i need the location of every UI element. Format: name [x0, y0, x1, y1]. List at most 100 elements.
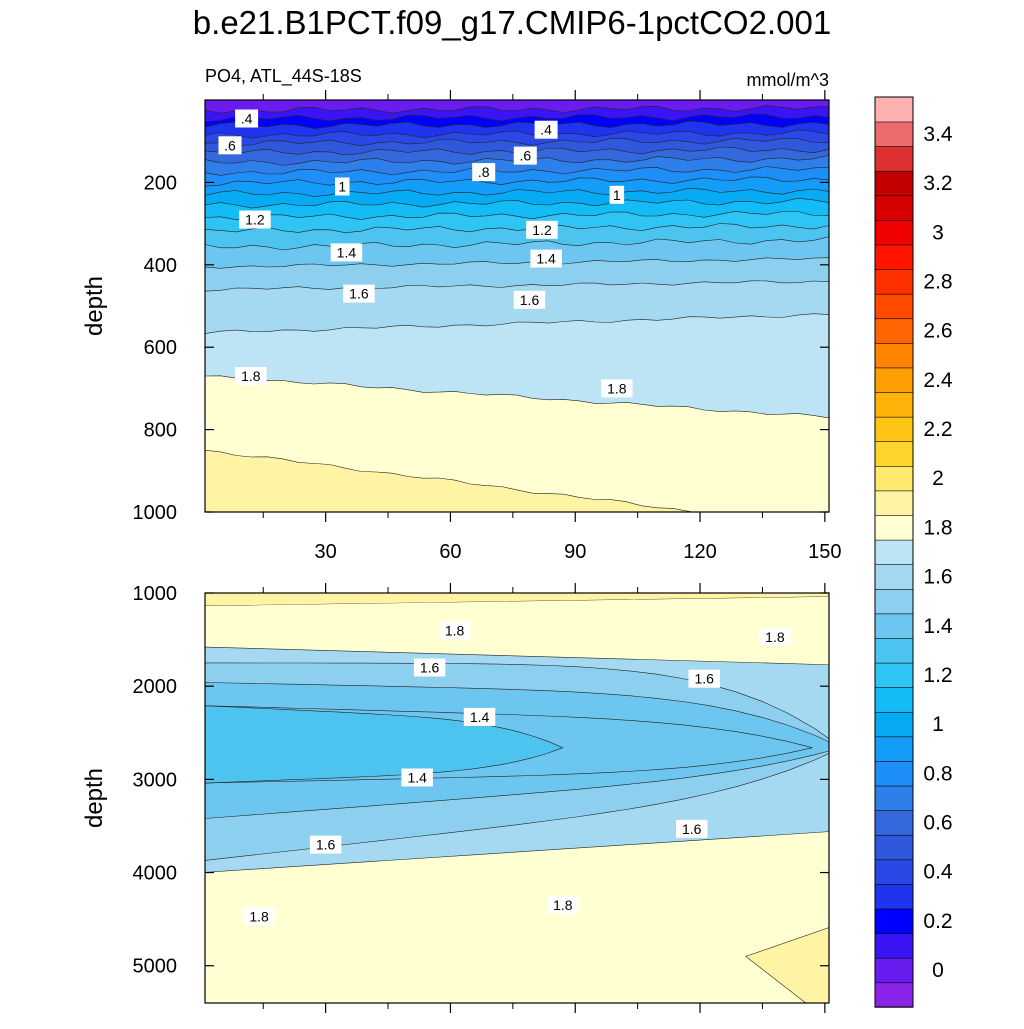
- upper-y-ticks: 200 400 600 800 1000: [133, 172, 829, 524]
- contour-band: [205, 257, 829, 292]
- colorbar-bin: [874, 391, 914, 418]
- contour-line: [205, 313, 829, 334]
- contour-label-box: [676, 819, 708, 838]
- contour-label: 1.2: [239, 210, 271, 229]
- chart-title: b.e21.B1PCT.f09_g17.CMIP6-1pctCO2.001: [192, 4, 832, 41]
- colorbar-label: 3: [932, 221, 944, 244]
- colorbar-bin: [874, 465, 914, 492]
- contour-line: [205, 166, 829, 176]
- contour-label-box: [534, 120, 558, 139]
- contour-label: 1: [609, 185, 625, 204]
- units-label: mmol/m^3: [747, 70, 829, 90]
- contour-band: [205, 211, 829, 233]
- contour-label: 1.6: [343, 284, 375, 303]
- contour-band: [205, 188, 829, 209]
- colorbar-label: 2.4: [923, 369, 953, 392]
- colorbar-bin: [874, 736, 914, 762]
- colorbar-bin: [874, 588, 914, 615]
- lower-panel-frame: [204, 592, 830, 1004]
- y-tick-label: 200: [144, 172, 177, 194]
- colorbar-label: 0.4: [923, 861, 953, 884]
- colorbar-bin: [874, 219, 914, 246]
- contour-label-text: 1.6: [420, 660, 440, 676]
- contour-label: 1.8: [438, 621, 471, 640]
- contour-band: [205, 129, 829, 146]
- contour-label-text: 1.6: [682, 821, 702, 837]
- contour-line: [205, 176, 829, 187]
- x-tick-label: 30: [315, 541, 337, 563]
- contour-label: 1.6: [413, 658, 446, 677]
- contour-label: 1.2: [526, 220, 558, 239]
- contour-band: [205, 450, 692, 512]
- colorbar-bin: [874, 441, 914, 467]
- colorbar-bin: [874, 662, 914, 688]
- contour-label-box: [235, 109, 259, 128]
- colorbar-bin: [874, 613, 914, 639]
- colorbar-bin: [874, 957, 914, 984]
- colorbar-label: 3.4: [923, 123, 953, 146]
- contour-band: [205, 121, 829, 139]
- contour-label: 1.6: [688, 669, 720, 688]
- contour-label-box: [463, 707, 496, 726]
- colorbar-bin: [874, 539, 914, 565]
- lower-y-axis-label: depth: [81, 768, 108, 828]
- contour-line: [205, 187, 829, 198]
- colorbar-bin: [874, 268, 914, 295]
- contour-line: [205, 210, 829, 221]
- contour-label-box: [530, 249, 562, 268]
- contour-line: [205, 113, 829, 122]
- colorbar-label: 0.6: [923, 812, 952, 835]
- contour-label-box: [218, 136, 242, 155]
- contour-label-box: [547, 896, 579, 915]
- contour-label: 1.8: [759, 627, 791, 646]
- contour-label-text: 1.8: [765, 629, 785, 645]
- colorbar-bin: [874, 883, 914, 910]
- colorbar-bin: [874, 96, 914, 123]
- contour-band: [205, 198, 829, 220]
- contour-label-box: [513, 290, 546, 309]
- contour-line: [205, 120, 829, 129]
- contour-line: [205, 105, 829, 114]
- contour-label: 1.8: [547, 896, 579, 915]
- contour-label: 1.6: [309, 835, 342, 854]
- contour-line: [205, 375, 829, 419]
- y-tick-label: 5000: [133, 956, 178, 978]
- contour-band: [205, 375, 829, 512]
- upper-y-axis-label: depth: [81, 276, 108, 336]
- colorbar: 0 0.2 0.4 0.6 0.8 1 1.2 1.4 1.6 1.8 2 2.2 2.4 2.6 2.8 3…: [874, 96, 953, 1008]
- colorbar-label: 0.2: [923, 910, 952, 933]
- colorbar-label: 1.6: [923, 566, 952, 589]
- contour-label-box: [235, 367, 267, 385]
- colorbar-bin: [874, 785, 914, 811]
- upper-contour-labels: .4 .6 .4 .6 .8 1 1 1.2 1.2 1.4 1.4 1.6 1.6 1.8 1.8: [218, 109, 633, 398]
- contour-line: [205, 449, 694, 512]
- upper-panel-frame: [204, 99, 830, 513]
- contour-label: 1.8: [243, 907, 275, 926]
- contour-label-text: 1.4: [407, 770, 427, 786]
- contour-band: [205, 138, 829, 155]
- colorbar-bin: [874, 170, 914, 197]
- contour-label-box: [239, 210, 271, 229]
- y-tick-label: 4000: [133, 863, 178, 885]
- contour-label-text: 1.8: [445, 622, 465, 638]
- contour-label-text: 1.6: [316, 837, 336, 853]
- contour-label: 1.4: [530, 249, 562, 268]
- contour-band: [205, 166, 829, 187]
- contour-label-box: [688, 669, 720, 688]
- contour-line: [205, 280, 829, 292]
- contour-label-text: 1.4: [470, 709, 490, 725]
- contour-label: .6: [513, 146, 537, 165]
- x-tick-label: 150: [808, 541, 841, 563]
- contour-label: .8: [472, 163, 496, 182]
- contour-label-text: 1.8: [553, 897, 573, 913]
- contour-label-box: [513, 146, 537, 165]
- colorbar-bin: [874, 809, 914, 836]
- colorbar-bin: [874, 293, 914, 320]
- contour-label-text: .6: [519, 148, 531, 164]
- colorbar-bin: [874, 637, 914, 664]
- contour-band: [205, 100, 829, 114]
- contour-label: .4: [534, 120, 558, 139]
- contour-label-box: [526, 220, 558, 239]
- colorbar-bin: [874, 686, 914, 713]
- colorbar-bin: [874, 711, 914, 738]
